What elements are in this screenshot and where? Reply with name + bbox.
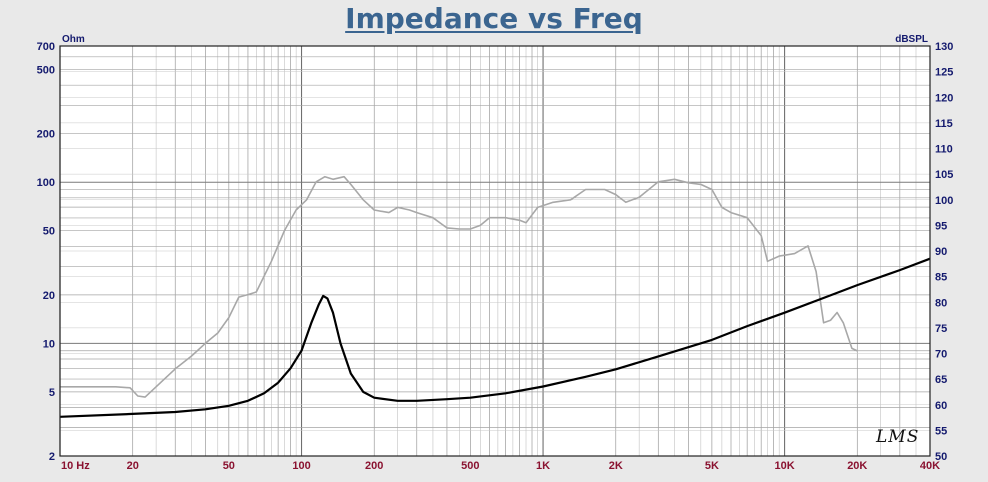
x-tick-label: 40K: [920, 460, 940, 472]
y-right-unit: dBSPL: [895, 34, 928, 45]
y-right-tick-label: 65: [935, 374, 947, 386]
y-left-tick-label: 20: [43, 290, 55, 302]
x-tick-label: 1K: [536, 460, 550, 472]
x-tick-label: 20: [127, 460, 139, 472]
y-left-tick-label: 500: [37, 65, 55, 77]
y-right-tick-label: 115: [935, 118, 953, 130]
y-right-tick-label: 55: [935, 425, 947, 437]
x-tick-label: 10 Hz: [61, 460, 90, 472]
y-right-tick-label: 105: [935, 169, 953, 181]
lms-logo: LMS: [876, 427, 920, 447]
y-left-tick-label: 2: [49, 451, 55, 463]
y-left-tick-label: 5: [49, 387, 55, 399]
axes: 2 5 10 20 50 100 200 500 700 50 55 60 65 70 75 80 85 90 95…: [37, 34, 954, 472]
x-tick-label: 2K: [609, 460, 623, 472]
x-tick-label: 20K: [847, 460, 867, 472]
y-left-tick-label: 700: [37, 41, 55, 53]
y-right-tick-label: 70: [935, 349, 947, 361]
x-tick-label: 50: [223, 460, 235, 472]
x-tick-label: 10K: [774, 460, 794, 472]
y-right-tick-label: 130: [935, 41, 953, 53]
y-right-tick-label: 75: [935, 323, 947, 335]
y-left-tick-label: 50: [43, 226, 55, 238]
x-tick-label: 200: [365, 460, 383, 472]
y-right-tick-label: 110: [935, 144, 953, 156]
y-right-tick-label: 90: [935, 246, 947, 258]
y-right-tick-label: 120: [935, 92, 953, 104]
y-left-tick-label: 200: [37, 129, 55, 141]
impedance-curve: [59, 257, 931, 418]
x-tick-label: 500: [461, 460, 479, 472]
x-tick-label: 5K: [705, 460, 719, 472]
y-left-unit: Ohm: [62, 34, 85, 45]
y-right-tick-label: 85: [935, 272, 947, 284]
spl-curve: [60, 175, 858, 398]
y-right-tick-label: 50: [935, 451, 947, 463]
y-right-tick-label: 95: [935, 220, 947, 232]
y-right-tick-label: 80: [935, 297, 947, 309]
y-right-tick-label: 100: [935, 195, 953, 207]
plot-frame: [59, 45, 931, 457]
series-layer: [59, 175, 931, 418]
grid: [59, 45, 931, 457]
y-right-tick-label: 125: [935, 67, 953, 79]
y-left-tick-label: 100: [37, 177, 55, 189]
chart-title: Impedance vs Freq: [345, 2, 643, 35]
y-right-tick-label: 60: [935, 400, 947, 412]
x-tick-label: 100: [292, 460, 310, 472]
y-left-tick-label: 10: [43, 338, 55, 350]
